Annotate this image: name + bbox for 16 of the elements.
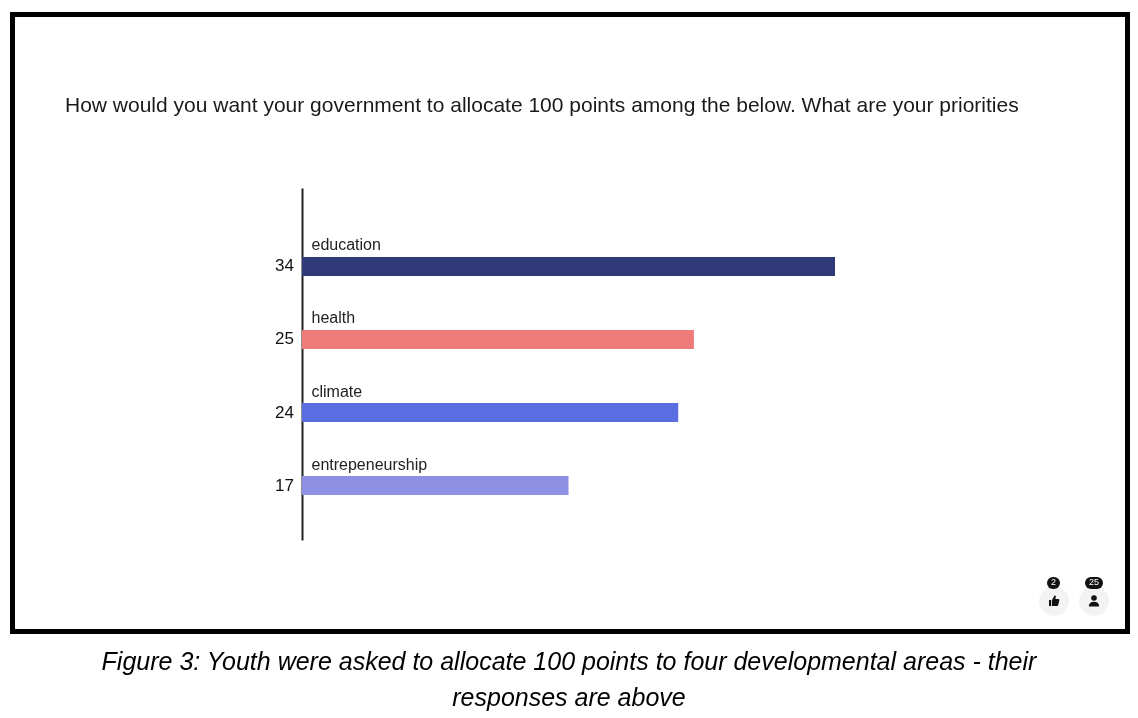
y-tick-label: education xyxy=(311,236,381,254)
bar xyxy=(302,476,569,496)
bar xyxy=(302,329,694,349)
bar xyxy=(302,256,835,276)
bar xyxy=(302,403,679,423)
y-tick-label: climate xyxy=(311,382,363,400)
caption: Figure 3: Youth were asked to allocate 100 points to four developmental areas - their responses are above xyxy=(100,646,1038,713)
y-tick-label: health xyxy=(311,309,356,327)
data-label: 34 xyxy=(275,256,294,276)
data-label: 25 xyxy=(275,329,294,349)
y-tick-label: entrepeneurship xyxy=(311,455,428,473)
chart-title: How would you want your government to allocate 100 points among the below. What are your priorities xyxy=(65,93,1019,116)
text: 25 xyxy=(1085,577,1104,589)
data-label: 17 xyxy=(275,475,294,495)
text: 2 xyxy=(1047,577,1061,589)
data-label: 24 xyxy=(275,402,294,422)
